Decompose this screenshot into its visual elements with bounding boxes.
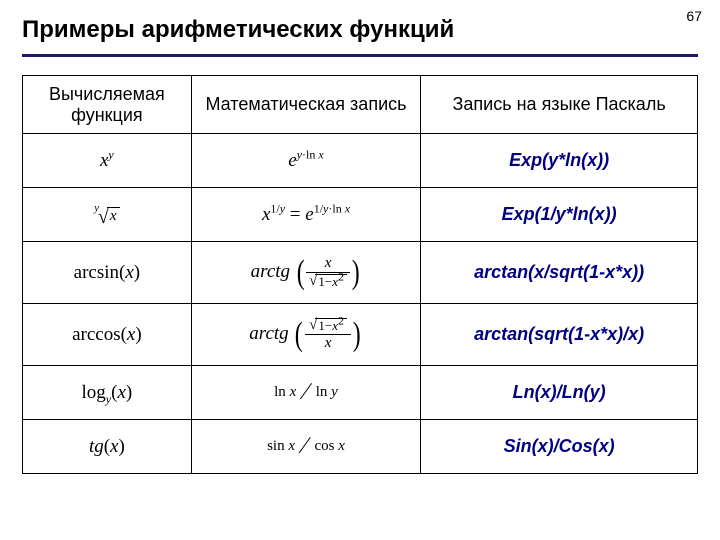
math-arcsin: arcsin(x)	[74, 262, 140, 283]
col-header-math: Математическая запись	[191, 76, 421, 134]
cell-pascal: arctan(sqrt(1-x*x)/x)	[421, 304, 698, 366]
math-arccos: arccos(x)	[72, 324, 142, 345]
pascal-text: Exp(y*ln(x))	[509, 150, 609, 170]
pascal-text: Sin(x)/Cos(x)	[504, 436, 615, 456]
slide: 67 Примеры арифметических функций Вычисл…	[0, 0, 720, 540]
cell-math: arctg ( x √1−x2 )	[191, 242, 421, 304]
cell-func: logy(x)	[23, 366, 192, 420]
cell-math: sin x ∕ cos x	[191, 420, 421, 474]
cell-func: arccos(x)	[23, 304, 192, 366]
cell-pascal: Exp(y*ln(x))	[421, 134, 698, 188]
table-row: xy ey·ln x Exp(y*ln(x))	[23, 134, 698, 188]
pascal-text: arctan(x/sqrt(1-x*x))	[474, 262, 644, 282]
cell-pascal: arctan(x/sqrt(1-x*x))	[421, 242, 698, 304]
table-row: logy(x) ln x ∕ ln y Ln(x)/Ln(y)	[23, 366, 698, 420]
col-header-func: Вычисляемая функция	[23, 76, 192, 134]
title-rule	[22, 54, 698, 57]
math-logy: logy(x)	[82, 382, 133, 403]
pascal-text: Exp(1/y*ln(x))	[502, 204, 617, 224]
cell-math: ey·ln x	[191, 134, 421, 188]
cell-pascal: Ln(x)/Ln(y)	[421, 366, 698, 420]
math-tg: tg(x)	[89, 436, 125, 457]
math-arctg-frac1: arctg ( x √1−x2 )	[251, 261, 362, 282]
math-arctg-frac2: arctg ( √1−x2 x )	[249, 323, 362, 344]
table-row: arcsin(x) arctg ( x √1−x2 ) arctan(x/sqr…	[23, 242, 698, 304]
math-yroot-x: y √x	[94, 205, 119, 226]
pascal-text: arctan(sqrt(1-x*x)/x)	[474, 324, 644, 344]
table-row: arccos(x) arctg ( √1−x2 x ) arctan(sqrt(…	[23, 304, 698, 366]
cell-pascal: Sin(x)/Cos(x)	[421, 420, 698, 474]
cell-func: arcsin(x)	[23, 242, 192, 304]
cell-math: ln x ∕ ln y	[191, 366, 421, 420]
col-header-pascal: Запись на языке Паскаль	[421, 76, 698, 134]
cell-func: xy	[23, 134, 192, 188]
math-lnx-lny: ln x ∕ ln y	[271, 381, 341, 402]
math-sin-cos: sin x ∕ cos x	[264, 435, 348, 456]
page-title: Примеры арифметических функций	[22, 16, 698, 44]
table-header-row: Вычисляемая функция Математическая запис…	[23, 76, 698, 134]
cell-math: arctg ( √1−x2 x )	[191, 304, 421, 366]
math-x-pow-y: xy	[100, 150, 114, 171]
math-exp-ylnx: ey·ln x	[288, 150, 323, 171]
functions-table: Вычисляемая функция Математическая запис…	[22, 75, 698, 474]
cell-func: y √x	[23, 188, 192, 242]
page-number: 67	[686, 8, 702, 24]
cell-func: tg(x)	[23, 420, 192, 474]
math-x1y-eq: x1/y = e1/y·ln x	[262, 204, 350, 225]
pascal-text: Ln(x)/Ln(y)	[513, 382, 606, 402]
table-row: tg(x) sin x ∕ cos x Sin(x)/Cos(x)	[23, 420, 698, 474]
cell-pascal: Exp(1/y*ln(x))	[421, 188, 698, 242]
cell-math: x1/y = e1/y·ln x	[191, 188, 421, 242]
table-row: y √x x1/y = e1/y·ln x Exp(1/y*ln(x))	[23, 188, 698, 242]
